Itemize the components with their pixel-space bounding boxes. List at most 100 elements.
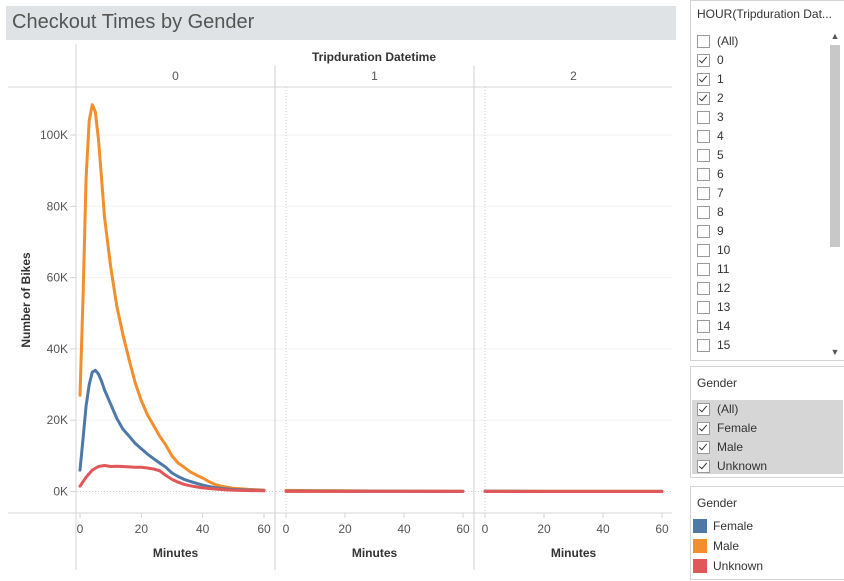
gender-legend-title: Gender [697, 496, 738, 510]
scroll-down-icon[interactable]: ▼ [830, 347, 840, 357]
gender-filter-selection-bg [692, 400, 843, 474]
x-tick-label: 20 [537, 522, 551, 536]
dashboard-title-bar: Checkout Times by Gender [6, 6, 676, 40]
option-label: 13 [717, 300, 731, 314]
option-label: 14 [717, 319, 731, 333]
series-line-female [78, 368, 266, 492]
panel-header-label: 2 [570, 69, 577, 83]
option-label: 15 [717, 338, 731, 352]
hour-filter-option[interactable]: 14 [697, 317, 730, 335]
checkbox[interactable] [697, 338, 710, 352]
checkbox[interactable] [697, 72, 710, 86]
checkbox[interactable] [697, 319, 710, 333]
x-tick-label: 20 [135, 522, 149, 536]
x-tick-label: 40 [397, 522, 411, 536]
panel-header-label: 1 [371, 69, 378, 83]
checkbox[interactable] [697, 243, 710, 257]
x-tick-label: 60 [257, 522, 271, 536]
gender-filter-title: Gender [697, 376, 738, 390]
hour-filter-option[interactable]: 5 [697, 146, 724, 164]
hour-filter-option[interactable]: (All) [697, 32, 738, 50]
gender-filter-option[interactable]: Male [697, 438, 743, 456]
checkbox[interactable] [697, 300, 710, 314]
x-tick-label: 0 [77, 522, 84, 536]
gender-filter-option[interactable]: Unknown [697, 457, 767, 475]
x-tick-label: 60 [456, 522, 470, 536]
panel-header-label: 0 [172, 69, 179, 83]
option-label: 0 [717, 53, 724, 67]
checkbox[interactable] [697, 205, 710, 219]
dashboard-title: Checkout Times by Gender [12, 11, 255, 33]
gender-filter-option[interactable]: (All) [697, 400, 738, 418]
y-axis-title: Number of Bikes [19, 252, 33, 348]
x-tick-label: 60 [655, 522, 669, 536]
hour-filter: HOUR(Tripduration Dat... (All) 0 1 2 3 4 5 6 7 8 9… [690, 0, 844, 361]
hour-filter-title: HOUR(Tripduration Dat... [697, 7, 832, 21]
legend-item-male[interactable]: Male [693, 536, 739, 556]
option-label: 9 [717, 224, 724, 238]
series-line-unknown [78, 464, 266, 493]
legend-item-unknown[interactable]: Unknown [693, 556, 763, 576]
option-label: Unknown [717, 459, 768, 473]
checkbox[interactable] [697, 53, 710, 67]
hour-filter-option[interactable]: 6 [697, 165, 724, 183]
x-tick-label: 0 [482, 522, 489, 536]
x-tick-label: 0 [283, 522, 290, 536]
option-label: 7 [717, 186, 724, 200]
option-label: 6 [717, 167, 724, 181]
checkbox[interactable] [697, 224, 710, 238]
option-label: 11 [717, 262, 730, 276]
option-label: 10 [717, 243, 731, 257]
column-header-title: Tripduration Datetime [312, 50, 436, 64]
y-tick-label: 0K [53, 485, 68, 499]
legend-swatch [693, 519, 707, 533]
hour-filter-option[interactable]: 7 [697, 184, 724, 202]
hour-filter-option[interactable]: 1 [697, 70, 724, 88]
hour-filter-option[interactable]: 2 [697, 89, 724, 107]
hour-filter-scrollbar[interactable]: ▲ ▼ [828, 27, 842, 359]
x-axis-title: Minutes [352, 546, 398, 560]
option-label: 12 [717, 281, 731, 295]
legend-label: Male [713, 539, 740, 553]
x-axis-title: Minutes [551, 546, 597, 560]
option-label: (All) [717, 34, 739, 48]
hour-filter-option[interactable]: 4 [697, 127, 724, 145]
checkbox[interactable] [697, 421, 710, 435]
legend-label: Unknown [713, 559, 764, 573]
option-label: 4 [717, 129, 724, 143]
checkbox[interactable] [697, 167, 710, 181]
checkbox[interactable] [697, 129, 710, 143]
hour-filter-option[interactable]: 8 [697, 203, 724, 221]
x-tick-label: 40 [196, 522, 210, 536]
y-tick-label: 60K [47, 271, 68, 285]
checkbox[interactable] [697, 91, 710, 105]
checkbox[interactable] [697, 110, 710, 124]
hour-filter-option[interactable]: 10 [697, 241, 730, 259]
hour-filter-option[interactable]: 9 [697, 222, 724, 240]
scroll-up-icon[interactable]: ▲ [830, 31, 840, 41]
checkbox[interactable] [697, 440, 710, 454]
hour-filter-option[interactable]: 3 [697, 108, 724, 126]
checkbox[interactable] [697, 402, 710, 416]
option-label: Male [717, 440, 744, 454]
option-label: (All) [717, 402, 739, 416]
hour-filter-option[interactable]: 0 [697, 51, 724, 69]
option-label: 1 [717, 72, 724, 86]
hour-filter-option[interactable]: 11 [697, 260, 729, 278]
hour-filter-option[interactable]: 15 [697, 336, 730, 354]
legend-swatch [693, 539, 707, 553]
hour-filter-option[interactable]: 13 [697, 298, 730, 316]
hour-filter-option[interactable]: 12 [697, 279, 730, 297]
x-tick-label: 40 [596, 522, 610, 536]
checkbox[interactable] [697, 459, 710, 473]
y-tick-label: 100K [40, 128, 68, 142]
scroll-thumb[interactable] [830, 45, 840, 247]
checkbox[interactable] [697, 262, 710, 276]
gender-filter-option[interactable]: Female [697, 419, 757, 437]
legend-item-female[interactable]: Female [693, 516, 753, 536]
checkbox[interactable] [697, 281, 710, 295]
checkbox[interactable] [697, 186, 710, 200]
checkbox[interactable] [697, 34, 710, 48]
checkbox[interactable] [697, 148, 710, 162]
